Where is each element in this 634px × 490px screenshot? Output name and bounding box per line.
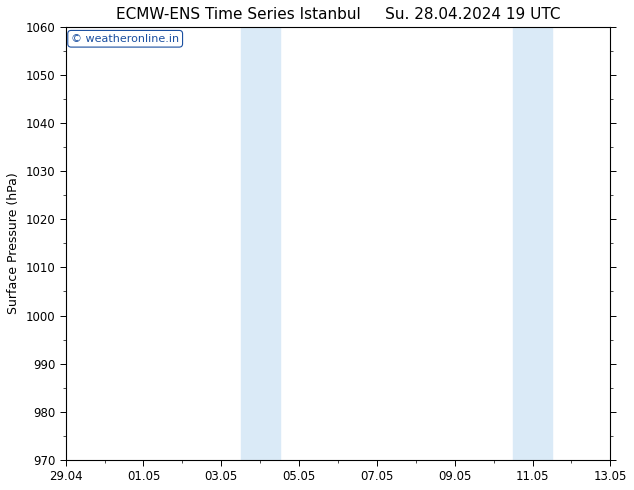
Bar: [241, 27, 280, 460]
Text: © weatheronline.in: © weatheronline.in: [71, 34, 179, 44]
Y-axis label: Surface Pressure (hPa): Surface Pressure (hPa): [7, 172, 20, 314]
Bar: [513, 27, 552, 460]
Title: ECMW-ENS Time Series Istanbul     Su. 28.04.2024 19 UTC: ECMW-ENS Time Series Istanbul Su. 28.04.…: [116, 7, 560, 22]
